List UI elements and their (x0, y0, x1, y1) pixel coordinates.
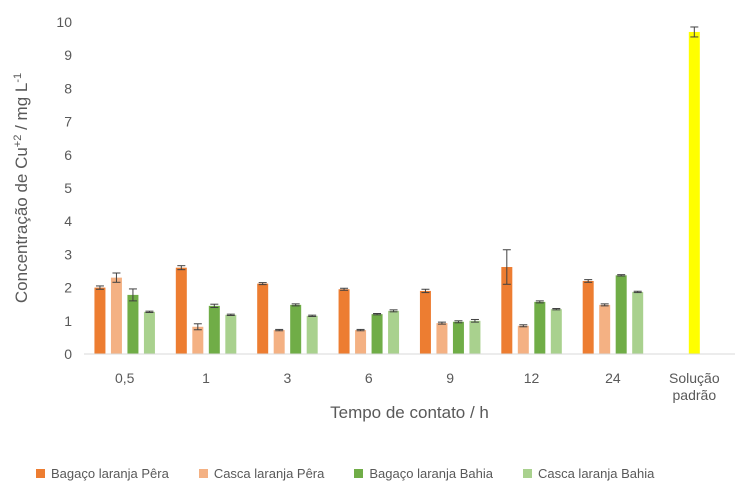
legend-label: Bagaço laranja Pêra (51, 466, 169, 481)
y-tick-label: 1 (64, 313, 72, 329)
legend-label: Casca laranja Pêra (213, 466, 325, 481)
y-tick-label: 10 (56, 14, 72, 30)
y-axis-title-superscript: -1 (12, 73, 24, 83)
legend-swatch (36, 469, 45, 478)
bar (110, 277, 122, 354)
bar (290, 304, 302, 354)
bar (615, 275, 627, 354)
legend-label: Casca laranja Bahia (537, 466, 655, 481)
bar (371, 314, 383, 354)
y-tick-label: 2 (64, 280, 72, 296)
y-tick-label: 6 (64, 147, 72, 163)
y-tick-label: 7 (64, 114, 72, 130)
bar (534, 301, 546, 354)
legend-label: Bagaço laranja Bahia (369, 466, 493, 481)
y-tick-label: 4 (64, 213, 72, 229)
y-axis-title-part: Concentração de Cu (12, 147, 31, 303)
legend-item: Casca laranja Bahia (522, 466, 655, 481)
bar (436, 323, 448, 354)
bar (143, 311, 155, 354)
x-tick-label: 0,5 (115, 370, 135, 386)
bars (94, 26, 700, 355)
x-tick-label: padrão (673, 387, 717, 403)
bar (208, 305, 220, 354)
bar (192, 326, 204, 354)
bar (94, 287, 106, 354)
bar (127, 294, 139, 354)
y-tick-label: 9 (64, 47, 72, 63)
x-tick-label: 6 (365, 370, 373, 386)
y-axis-ticks: 0 1 2 3 4 5 6 7 8 9 10 (56, 14, 72, 362)
y-tick-label: 0 (64, 346, 72, 362)
bar (273, 330, 285, 354)
bar (338, 289, 350, 354)
bar (517, 325, 529, 354)
bar (599, 304, 611, 354)
y-tick-label: 3 (64, 246, 72, 262)
legend-swatch (354, 469, 364, 478)
x-tick-label: 24 (605, 370, 621, 386)
legend-item: Bagaço laranja Bahia (354, 466, 493, 481)
bar (582, 280, 594, 354)
bar (225, 314, 237, 354)
y-axis-title-part: / mg L (12, 83, 31, 135)
y-axis-title-superscript: +2 (12, 135, 24, 148)
x-tick-label: 1 (202, 370, 210, 386)
y-tick-label: 8 (64, 80, 72, 96)
bar (550, 309, 562, 354)
bar (688, 31, 700, 355)
bar (257, 283, 269, 354)
bar (452, 321, 464, 354)
bar (419, 290, 431, 354)
bar (306, 315, 318, 354)
bar (388, 310, 400, 354)
bar (501, 267, 513, 354)
bar (469, 320, 481, 354)
x-tick-label: 3 (284, 370, 292, 386)
bar (632, 291, 644, 354)
legend-item: Bagaço laranja Pêra (36, 466, 169, 481)
x-tick-label: 12 (524, 370, 540, 386)
y-tick-label: 5 (64, 180, 72, 196)
legend: Bagaço laranja Pêra Casca laranja Pêra Bag… (36, 466, 654, 481)
bar (355, 330, 367, 354)
bar (175, 267, 187, 354)
x-axis-title: Tempo de contato / h (330, 403, 489, 422)
legend-swatch (198, 469, 208, 478)
x-tick-label: Solução (669, 370, 720, 386)
legend-swatch (522, 469, 532, 478)
y-axis-title: Concentração de Cu+2 / mg L-1 (12, 73, 31, 303)
legend-item: Casca laranja Pêra (198, 466, 325, 481)
x-tick-label: 9 (446, 370, 454, 386)
